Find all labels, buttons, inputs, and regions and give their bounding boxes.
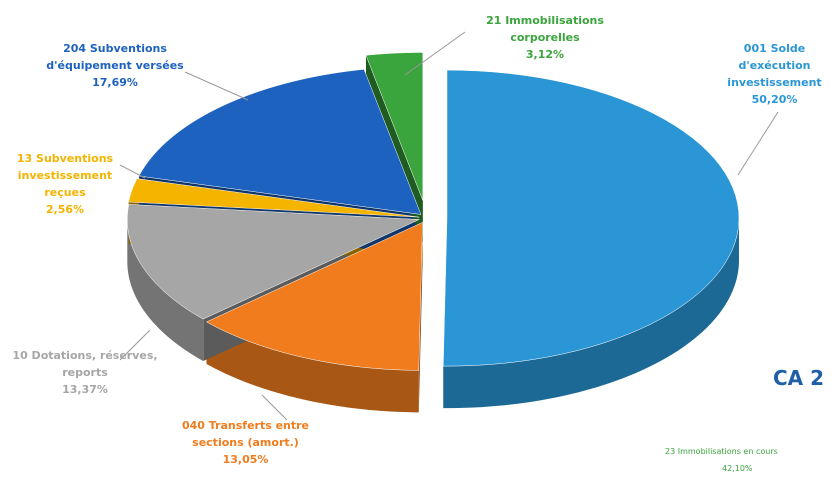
slice	[127, 204, 420, 320]
slice	[442, 69, 740, 367]
leader-line	[261, 394, 288, 421]
slice-side	[206, 321, 419, 413]
leader-line	[119, 164, 146, 179]
slice-label: 040 Transferts entre sections (amort.) 13…	[178, 417, 313, 468]
slice-side	[127, 219, 204, 362]
leader-line	[184, 71, 249, 101]
slice-label: 001 Solde d'exécution investissement 50,2…	[712, 40, 837, 108]
annotation: 23 Immobilisations en cours	[665, 447, 778, 456]
slice-name: 001 Solde d'exécution investissement	[727, 42, 822, 89]
slice-name: 10 Dotations, réserves, reports	[12, 349, 158, 379]
slice-name: 21 Immobilisations corporelles	[486, 14, 604, 44]
slice-value: 2,56%	[45, 203, 85, 216]
leader-line	[737, 111, 779, 176]
slice-value: 50,20%	[751, 93, 798, 106]
slice-side	[443, 218, 739, 409]
slice	[138, 69, 422, 215]
slice-label: 13 Subventions investissement reçues 2,56…	[0, 150, 130, 218]
slice-value: 13,37%	[62, 383, 108, 396]
slice-label: 204 Subventions d'équipement versées 17,6…	[45, 40, 185, 91]
slice-edge	[418, 222, 423, 413]
slice	[205, 221, 423, 371]
annotation: 42,10%	[722, 464, 753, 473]
slice-label: 21 Immobilisations corporelles 3,12%	[465, 12, 625, 63]
slice-value: 3,12%	[525, 48, 565, 61]
slice	[128, 178, 420, 218]
leader-line	[404, 31, 466, 76]
slice	[365, 52, 424, 201]
slice-name: 204 Subventions d'équipement versées	[46, 42, 184, 72]
slice-value: 13,05%	[222, 453, 269, 466]
slice-name: 13 Subventions investissement reçues	[16, 152, 114, 199]
slice-value: 17,69%	[92, 76, 138, 89]
leader-line	[119, 329, 151, 361]
slice-name: 040 Transferts entre sections (amort.)	[181, 419, 310, 449]
slice-label: 10 Dotations, réserves, reports 13,37%	[10, 347, 160, 398]
annotation: CA 2	[773, 366, 825, 390]
